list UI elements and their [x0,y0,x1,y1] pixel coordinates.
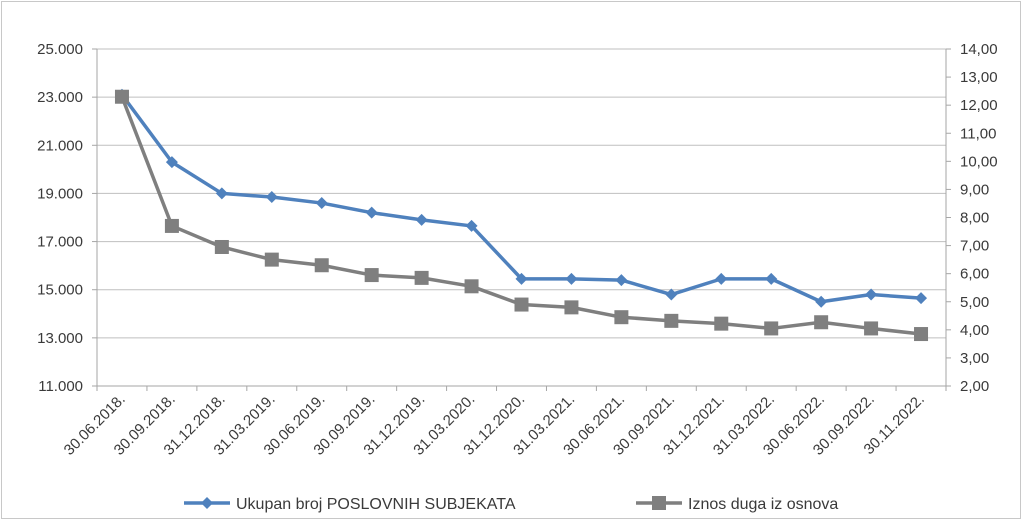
data-point [614,310,629,325]
right-tick-label: 14,00 [960,41,998,58]
legend: Ukupan broj POSLOVNIH SUBJEKATA Iznos dug… [184,496,838,513]
data-point [365,206,378,219]
left-tick-label: 15.000 [37,282,83,299]
legend-item-2: Iznos duga iz osnova [636,496,838,513]
right-tick-label: 13,00 [960,69,998,86]
right-tick-label: 5,00 [960,294,989,311]
data-point [415,213,428,226]
right-tick-label: 4,00 [960,322,989,339]
legend-marker [652,496,666,510]
series-group [114,88,929,342]
legend-label: Ukupan broj POSLOVNIH SUBJEKATA [236,496,516,513]
legend-label: Iznos duga iz osnova [688,496,838,513]
left-tick-label: 11.000 [38,378,83,395]
data-point [514,297,529,312]
data-point [815,295,828,308]
right-tick-label: 8,00 [960,210,989,227]
data-point [515,272,528,285]
data-point [165,156,178,169]
legend-item-1: Ukupan broj POSLOVNIH SUBJEKATA [184,496,516,513]
data-point [665,288,678,301]
data-point [714,316,729,331]
left-tick-label: 19.000 [37,185,83,202]
data-point [864,321,879,336]
axes [96,49,947,387]
data-point [765,272,778,285]
data-point [664,313,679,328]
data-point [264,252,279,267]
data-point [914,327,929,342]
data-point [314,258,329,273]
right-tick-label: 3,00 [960,350,989,367]
right-tick-label: 9,00 [960,181,989,198]
data-point [764,321,779,336]
data-point [814,315,829,330]
data-point [564,300,579,315]
data-point [915,292,928,305]
data-point [715,272,728,285]
left-tick-label: 21.000 [37,137,83,154]
data-point [164,218,179,233]
left-tick-label: 25.000 [37,41,83,58]
right-tick-label: 7,00 [960,238,989,255]
left-tick-label: 23.000 [37,89,83,106]
right-tick-label: 2,00 [960,378,989,395]
right-axis-ticks: 2,00 3,00 4,00 5,00 6,00 7,00 8,00 9,00 10,00 11,… [946,41,998,395]
data-point [315,197,328,210]
right-tick-label: 6,00 [960,266,989,283]
data-point [265,191,278,204]
data-point [214,239,229,254]
data-point [364,268,379,283]
data-point [465,219,478,232]
legend-marker [201,497,213,509]
right-tick-label: 11,00 [960,125,996,142]
data-point [114,89,129,104]
series-2 [114,89,929,342]
data-point [565,272,578,285]
left-tick-label: 13.000 [37,330,83,347]
x-axis-ticks: 30.06.2018.30.09.2018.31.12.2018.31.03.2… [61,386,947,459]
data-point [464,279,479,294]
right-tick-label: 10,00 [960,153,998,170]
series-1 [115,88,928,308]
data-point [865,288,878,301]
left-axis-ticks: 11.000 13.000 15.000 17.000 19.000 21.000 23.0… [37,41,97,395]
left-tick-label: 17.000 [37,234,83,251]
data-point [414,270,429,285]
series-line [120,93,922,304]
data-point [215,187,228,200]
right-tick-label: 12,00 [960,97,998,114]
data-point [615,274,628,287]
